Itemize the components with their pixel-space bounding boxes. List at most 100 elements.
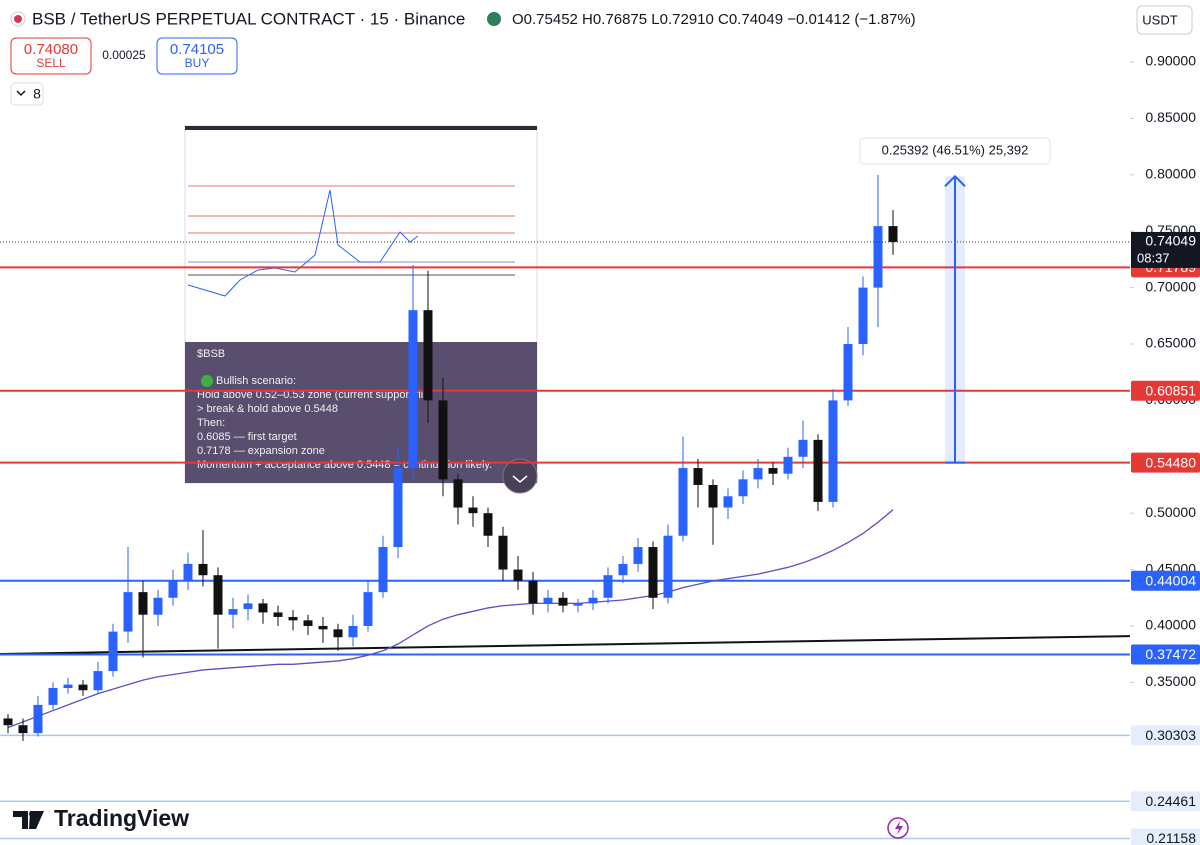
market-status	[487, 12, 501, 26]
logo-mark	[13, 811, 44, 829]
candle-body	[708, 484, 718, 508]
chevron	[16, 90, 26, 97]
candle-body	[408, 310, 418, 469]
candle-body	[723, 496, 733, 508]
candle-body	[3, 718, 13, 726]
candle-body	[243, 603, 253, 610]
level-badge	[1131, 644, 1200, 665]
candle-body	[138, 592, 148, 615]
post-box	[185, 342, 537, 483]
y-tick-label: 0.40000	[1145, 617, 1196, 633]
candle-body	[33, 704, 43, 734]
embedded-post: $BSB Bullish scenario: Hold above 0.52–0.5…	[184, 125, 538, 494]
buy-label: BUY	[185, 56, 210, 70]
candle-body	[543, 597, 553, 604]
candle-body	[198, 563, 208, 576]
scroll-button[interactable]	[502, 458, 538, 494]
sell-price: 0.74080	[24, 41, 78, 58]
ohlc: O0.75452 H0.76875 L0.72910 C0.74049 −0.0…	[512, 11, 916, 28]
candle-body	[783, 456, 793, 474]
candle-body	[678, 468, 688, 536]
candle-body	[378, 547, 388, 593]
spread: 0.00025	[102, 48, 146, 62]
candle-body	[78, 684, 88, 691]
lightning	[895, 821, 903, 835]
y-tick-label: 0.90000	[1145, 53, 1196, 69]
candle-body	[318, 625, 328, 630]
y-tick-label: 0.80000	[1145, 166, 1196, 182]
candle-body	[588, 597, 598, 604]
candle-body	[498, 535, 508, 570]
post-line: $BSB	[197, 348, 225, 360]
candle-body	[48, 688, 58, 705]
candle-body	[393, 468, 403, 548]
trendline	[0, 635, 1131, 655]
candle-body	[423, 310, 433, 401]
level-badge	[1131, 725, 1200, 746]
candle-body	[438, 400, 448, 480]
post-line: 0.7178 — expansion zone	[197, 445, 325, 457]
candle-body	[273, 612, 283, 617]
candle-body	[603, 575, 613, 598]
candle-body	[873, 226, 883, 288]
candle-body	[153, 597, 163, 615]
candle-body	[573, 603, 583, 606]
candle-body	[513, 569, 523, 581]
symbol-title: BSB / TetherUS PERPETUAL CONTRACT · 15 ·…	[32, 9, 465, 28]
candle-body	[18, 725, 28, 734]
axis-bg	[1130, 0, 1200, 845]
candle-body	[768, 468, 778, 474]
moving-average	[7, 509, 894, 729]
measure-label-box	[859, 137, 1051, 165]
green-dot	[201, 375, 213, 387]
candle-body	[633, 547, 643, 564]
post-line: Hold above 0.52–0.53 zone (current suppo…	[197, 389, 433, 401]
price-axis: 0.900000.850000.800000.750000.700000.650…	[1130, 0, 1200, 845]
level-badge	[1131, 828, 1200, 845]
level-label: 0.21158	[1146, 830, 1196, 845]
logo-text: TradingView	[54, 805, 189, 831]
candle-body	[843, 344, 853, 401]
candle-body	[348, 625, 358, 638]
sell-label: SELL	[36, 56, 66, 70]
candle-body	[663, 535, 673, 598]
level-label: 0.24461	[1145, 793, 1196, 809]
logo-dot	[29, 811, 35, 817]
last-price-label: 0.74049	[1145, 233, 1196, 249]
candle-body	[468, 507, 478, 514]
post-line: > break & hold above 0.5448	[197, 403, 338, 415]
post-line: Then:	[197, 417, 225, 429]
level-badge	[1131, 791, 1200, 812]
y-tick-label: 0.35000	[1145, 673, 1196, 689]
candle-body	[258, 603, 268, 613]
candle-body	[558, 597, 568, 606]
currency-button[interactable]	[1136, 5, 1193, 35]
arrow-head	[944, 174, 966, 187]
candle-body	[888, 226, 898, 242]
buy-button[interactable]	[156, 37, 238, 75]
candle-body	[813, 439, 823, 502]
candle-body	[93, 671, 103, 691]
candle-body	[738, 479, 748, 497]
candle-body	[108, 631, 118, 672]
candle-body	[363, 592, 373, 626]
candle-body	[828, 400, 838, 502]
level-label: 0.54480	[1145, 454, 1196, 470]
candle-body	[303, 620, 313, 626]
sell-button[interactable]	[10, 37, 92, 75]
candle-body	[858, 287, 868, 345]
level-label: 0.60851	[1145, 382, 1196, 398]
candle-body	[288, 616, 298, 621]
candle-body	[333, 629, 343, 638]
y-tick-label: 0.50000	[1145, 504, 1196, 520]
indicators-toggle[interactable]	[10, 82, 44, 106]
y-tick-label: 0.65000	[1145, 335, 1196, 351]
post-line: Momentum + acceptance above 0.5448 = con…	[197, 459, 492, 471]
y-tick-label: 0.85000	[1145, 109, 1196, 125]
level-label: 0.30303	[1145, 727, 1196, 743]
candle-body	[618, 563, 628, 576]
level-badge	[1131, 570, 1200, 591]
countdown: 08:37	[1137, 250, 1170, 265]
